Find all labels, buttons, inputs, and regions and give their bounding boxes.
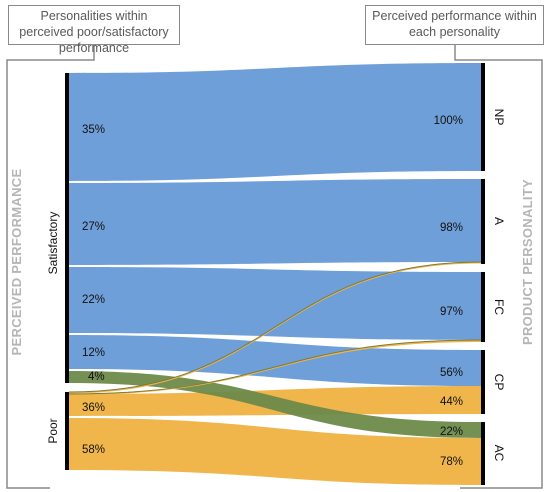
- node-label-fc: FC: [492, 299, 506, 315]
- pct-poor-ac-right: 78%: [440, 456, 463, 468]
- pct-poor-ac-left: 58%: [82, 444, 105, 456]
- node-bar-satisfactory: [65, 73, 69, 383]
- node-label-satisfactory: Satisfactory: [46, 212, 60, 275]
- pct-sat-ac-right: 22%: [440, 426, 463, 438]
- flow-poor-fc-edge: [68, 339, 482, 395]
- left-header-box: Personalities within perceived poor/sati…: [8, 5, 180, 55]
- node-bar-np: [481, 63, 485, 171]
- flow-poor-ac: [69, 418, 481, 485]
- node-label-cp: CP: [492, 374, 506, 391]
- right-header-box: Perceived performance within each person…: [365, 5, 544, 45]
- right-bracket: [454, 44, 543, 489]
- pct-poor-cp-right: 44%: [440, 396, 463, 408]
- node-bar-cp: [481, 350, 485, 414]
- left-axis-title: PERCEIVED PERFORMANCE: [9, 169, 24, 356]
- pct-sat-ac-left: 4%: [88, 371, 105, 383]
- pct-sat-cp-right: 56%: [440, 367, 463, 379]
- flow-sat-ac: [69, 371, 481, 438]
- pct-sat-a-right: 98%: [440, 222, 463, 234]
- node-bar-a: [481, 179, 485, 264]
- pct-sat-fc-right: 97%: [440, 306, 463, 318]
- pct-sat-np-right: 100%: [434, 115, 463, 127]
- node-bar-ac: [481, 422, 485, 485]
- right-axis-title: PRODUCT PERSONALITY: [520, 179, 535, 345]
- pct-poor-cp-left: 36%: [82, 402, 105, 414]
- node-label-np: NP: [492, 109, 506, 126]
- flow-sat-a: [69, 179, 481, 265]
- flows: [68, 63, 482, 485]
- node-label-poor: Poor: [46, 418, 60, 443]
- flow-sat-fc: [69, 267, 481, 340]
- pct-sat-cp-left: 12%: [82, 347, 105, 359]
- node-label-ac: AC: [492, 445, 506, 462]
- pct-sat-a-left: 27%: [82, 221, 105, 233]
- node-bar-poor: [65, 392, 69, 470]
- node-bar-fc: [481, 272, 485, 342]
- flow-sat-cp: [69, 335, 481, 386]
- pct-sat-np-left: 35%: [82, 124, 105, 136]
- left-bracket: [6, 44, 95, 489]
- node-label-a: A: [492, 217, 506, 225]
- flow-sat-np: [69, 63, 481, 181]
- flow-poor-a: [69, 262, 481, 394]
- pct-sat-fc-left: 22%: [82, 294, 105, 306]
- node-bars: [65, 63, 485, 485]
- flow-poor-a-edge: [68, 261, 482, 393]
